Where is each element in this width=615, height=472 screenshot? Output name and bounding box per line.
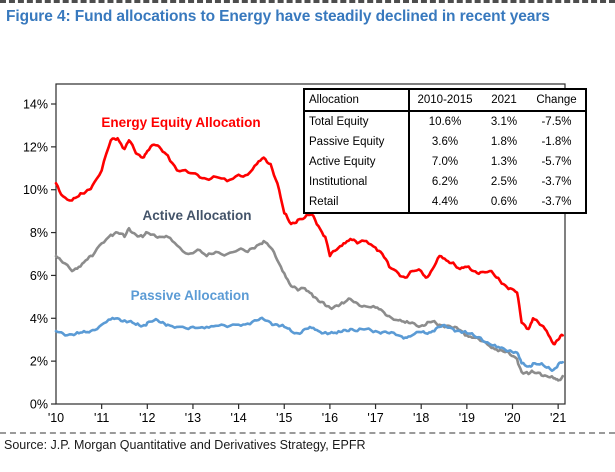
series-line-active-allocation [54,227,565,382]
y-axis-label: 6% [30,269,48,283]
row-label: Retail [304,192,410,213]
allocation-table-body: Total Equity 10.6% 3.1% -7.5% Passive Equity… [304,111,586,213]
row-value: 10.6% [428,116,462,128]
series-label-energy-equity-allocation: Energy Equity Allocation [101,115,260,130]
table-header-allocation: Allocation [304,89,410,112]
row-label: Total Equity [304,111,410,132]
row-label: Passive Equity [304,132,410,152]
row-value: 6.2% [431,176,459,188]
y-axis-label: 4% [30,312,48,326]
table-header-2010-2015: 2010-2015 [409,89,480,112]
row-value: -7.5% [541,116,572,128]
row-value: -3.7% [541,176,572,188]
x-axis-label: '18 [413,411,429,425]
row-label: Active Equity [304,152,410,172]
row-value: 4.4% [431,196,459,208]
x-axis-label: '14 [230,411,246,425]
table-row: Passive Equity 3.6% 1.8% -1.8% [304,132,586,152]
y-axis-label: 0% [30,398,48,412]
row-value: 1.8% [490,136,518,148]
x-axis-label: '19 [459,411,475,425]
row-value: 0.6% [490,196,518,208]
row-value: 2.5% [490,176,518,188]
y-axis-label: 14% [23,98,48,112]
x-axis-label: '16 [322,411,338,425]
series-label-passive-allocation: Passive Allocation [131,288,250,303]
row-value: 7.0% [431,156,459,168]
row-value: -5.7% [541,156,572,168]
x-axis-label: '12 [139,411,155,425]
series-line-energy-equity-allocation [54,136,565,346]
y-axis-label: 2% [30,355,48,369]
row-label: Institutional [304,172,410,192]
y-axis-label: 10% [23,183,48,197]
y-axis-label: 12% [23,140,48,154]
allocation-table-header: Allocation 2010-2015 2021 Change [304,89,586,112]
allocation-summary-table: Allocation 2010-2015 2021 Change Total Equi… [303,88,587,214]
energy-allocation-line-chart: 0% 2% 4% 6% 8% 10% 12% 14% '10 '11 '12 '13 '14 '15 '16… [23,83,566,425]
source-text: Source: J.P. Morgan Quantitative and Der… [4,438,366,452]
table-row: Institutional 6.2% 2.5% -3.7% [304,172,586,192]
figure-title: Figure 4: Fund allocations to Energy hav… [6,8,550,25]
series-label-active-allocation: Active Allocation [142,208,251,223]
table-row: Total Equity 10.6% 3.1% -7.5% [304,111,586,132]
table-header-change: Change [528,89,586,112]
y-axis-label: 8% [30,226,48,240]
table-header-2021: 2021 [480,89,528,112]
table-row: Active Equity 7.0% 1.3% -5.7% [304,152,586,172]
row-value: 1.3% [490,156,518,168]
table-row: Retail 4.4% 0.6% -3.7% [304,192,586,213]
x-axis-label: '15 [276,411,292,425]
series-line-passive-allocation [54,316,565,373]
row-value: 3.6% [431,136,459,148]
x-axis-label: '21 [550,411,566,425]
plot-frame [55,83,566,405]
x-axis-label: '13 [185,411,201,425]
x-axis-label: '17 [367,411,383,425]
x-axis-label: '10 [48,411,64,425]
top-dashed-rule [0,0,615,3]
row-value: -1.8% [541,136,572,148]
x-axis-label: '20 [504,411,520,425]
row-value: 3.1% [490,116,518,128]
x-axis-label: '11 [94,411,109,425]
source-dashed-rule [0,432,615,434]
row-value: -3.7% [541,196,572,208]
